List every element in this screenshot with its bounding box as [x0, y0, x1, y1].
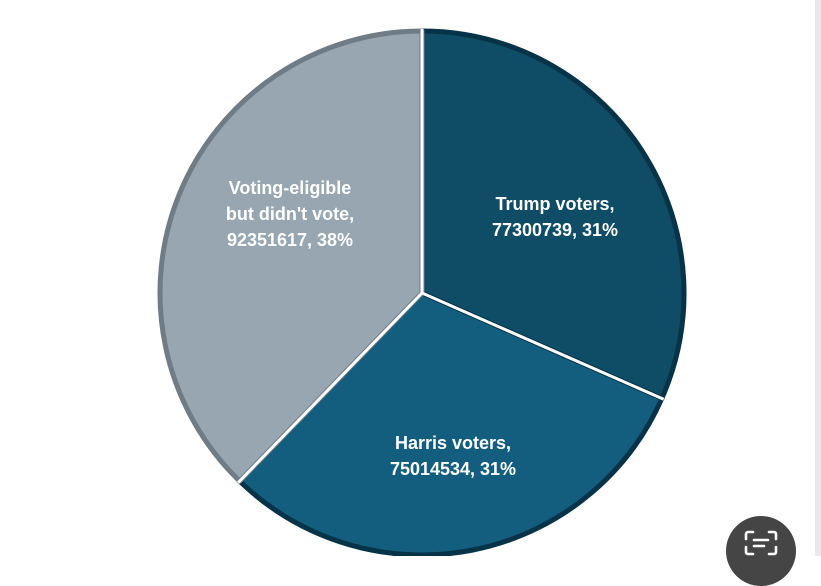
- slice-label-line: 92351617, 38%: [227, 230, 353, 250]
- slice-label-line: 75014534, 31%: [390, 459, 516, 479]
- pie-slice-0: [419, 28, 687, 401]
- slice-label-1: Harris voters, 75014534, 31%: [390, 433, 516, 479]
- slice-label-line: 77300739, 31%: [492, 220, 618, 240]
- slice-label-line: Trump voters,: [495, 194, 614, 214]
- pie-chart: Trump voters, 77300739, 31% Harris voters,…: [157, 28, 687, 556]
- text-scan-button[interactable]: [726, 516, 796, 586]
- slice-label-line: Voting-eligible: [229, 178, 352, 198]
- pie-slice-2: [157, 28, 425, 484]
- slice-separator-2: [237, 291, 424, 484]
- screen-edge: [815, 0, 821, 556]
- slice-label-line: but didn't vote,: [226, 204, 354, 224]
- slice-label-0: Trump voters, 77300739, 31%: [492, 194, 618, 240]
- slice-label-2: Voting-eligible but didn't vote, 92351617,…: [226, 178, 354, 250]
- slice-label-line: Harris voters,: [395, 433, 511, 453]
- text-scan-icon: [744, 530, 778, 556]
- slice-separator-1: [421, 291, 665, 401]
- pie-slice-1: [237, 290, 665, 556]
